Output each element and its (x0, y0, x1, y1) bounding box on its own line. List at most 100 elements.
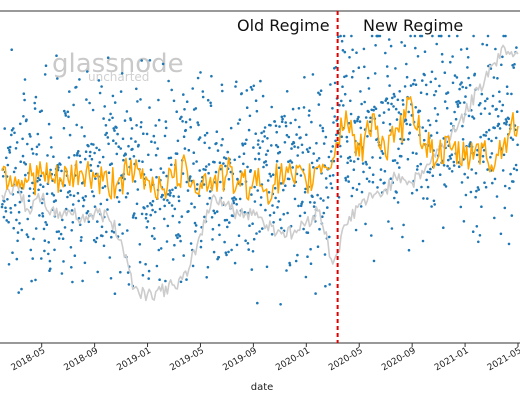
scatter-point (433, 203, 437, 206)
scatter-point (426, 197, 429, 200)
scatter-point (224, 157, 228, 160)
scatter-point (121, 232, 124, 235)
scatter-point (299, 204, 303, 208)
scatter-point (153, 141, 157, 144)
scatter-point (475, 189, 478, 193)
scatter-point (96, 220, 99, 223)
scatter-point (105, 131, 108, 135)
scatter-point (162, 198, 166, 201)
scatter-point (414, 106, 418, 109)
scatter-point (515, 110, 519, 113)
scatter-point (409, 84, 413, 87)
scatter-point (223, 218, 227, 222)
scatter-point (92, 143, 95, 146)
scatter-point (137, 159, 141, 163)
scatter-point (308, 201, 312, 204)
scatter-point (404, 118, 408, 122)
scatter-point (378, 34, 382, 38)
scatter-point (88, 154, 92, 158)
scatter-point (140, 59, 143, 62)
scatter-point (354, 228, 358, 232)
scatter-point (85, 98, 88, 101)
scatter-point (162, 171, 165, 174)
scatter-point (425, 92, 429, 96)
scatter-point (19, 160, 23, 163)
scatter-point (315, 141, 318, 145)
scatter-point (240, 182, 244, 186)
scatter-point (306, 255, 309, 258)
scatter-point (334, 139, 337, 143)
scatter-point (276, 206, 279, 209)
scatter-point (102, 244, 106, 248)
scatter-point (305, 148, 309, 151)
scatter-point (92, 194, 96, 198)
scatter-point (127, 144, 130, 148)
scatter-point (420, 185, 423, 189)
x-tick-label: 2018-09 (63, 346, 101, 374)
scatter-point (392, 105, 395, 108)
scatter-point (191, 87, 194, 90)
scatter-point (402, 223, 405, 227)
scatter-point (70, 209, 74, 212)
scatter-point (236, 122, 240, 125)
scatter-point (472, 34, 475, 38)
scatter-point (483, 107, 487, 110)
scatter-point (472, 117, 476, 120)
scatter-point (207, 163, 211, 166)
scatter-point (275, 143, 278, 147)
scatter-point (278, 218, 282, 221)
moving-average-series (1, 96, 519, 205)
scatter-point (502, 34, 505, 38)
scatter-point (356, 119, 359, 123)
scatter-point (22, 92, 26, 95)
scatter-point (317, 157, 321, 160)
scatter-point (177, 233, 180, 236)
scatter-point (55, 54, 58, 57)
scatter-point (465, 47, 469, 51)
scatter-point (206, 98, 210, 102)
scatter-point (169, 156, 173, 160)
scatter-point (496, 115, 500, 118)
scatter-point (46, 154, 49, 157)
scatter-point (387, 108, 391, 111)
scatter-point (329, 182, 333, 185)
scatter-point (90, 157, 94, 161)
scatter-point (157, 98, 160, 102)
scatter-point (349, 159, 353, 162)
scatter-point (357, 182, 361, 186)
scatter-point (460, 81, 463, 84)
scatter-point (122, 158, 125, 162)
scatter-point (457, 165, 461, 168)
scatter-point (303, 211, 307, 215)
scatter-point (199, 245, 203, 249)
scatter-point (374, 44, 377, 47)
scatter-point (278, 150, 282, 154)
scatter-point (71, 280, 74, 284)
watermark-sub: uncharted (88, 70, 149, 84)
scatter-point (206, 202, 209, 206)
scatter-point (328, 235, 331, 239)
scatter-point (497, 122, 501, 126)
scatter-point (503, 206, 507, 210)
scatter-point (361, 162, 365, 165)
scatter-point (493, 177, 497, 181)
x-axis: 2018-05 2018-09 2019-01 2019-05 2019-09 2020-… (10, 343, 520, 373)
scatter-point (59, 163, 62, 166)
scatter-point (88, 101, 91, 105)
scatter-point (113, 101, 117, 104)
scatter-point (152, 227, 156, 230)
scatter-point (242, 162, 245, 166)
scatter-point (274, 196, 277, 200)
scatter-point (498, 127, 502, 130)
scatter-point (382, 111, 386, 114)
scatter-point (411, 151, 415, 155)
scatter-point (294, 118, 297, 122)
scatter-point (436, 113, 440, 116)
scatter-point (310, 120, 313, 124)
scatter-point (108, 118, 111, 122)
scatter-point (409, 34, 412, 38)
scatter-point (299, 174, 303, 177)
scatter-point (199, 71, 202, 74)
scatter-point (395, 191, 398, 194)
scatter-point (298, 214, 302, 218)
